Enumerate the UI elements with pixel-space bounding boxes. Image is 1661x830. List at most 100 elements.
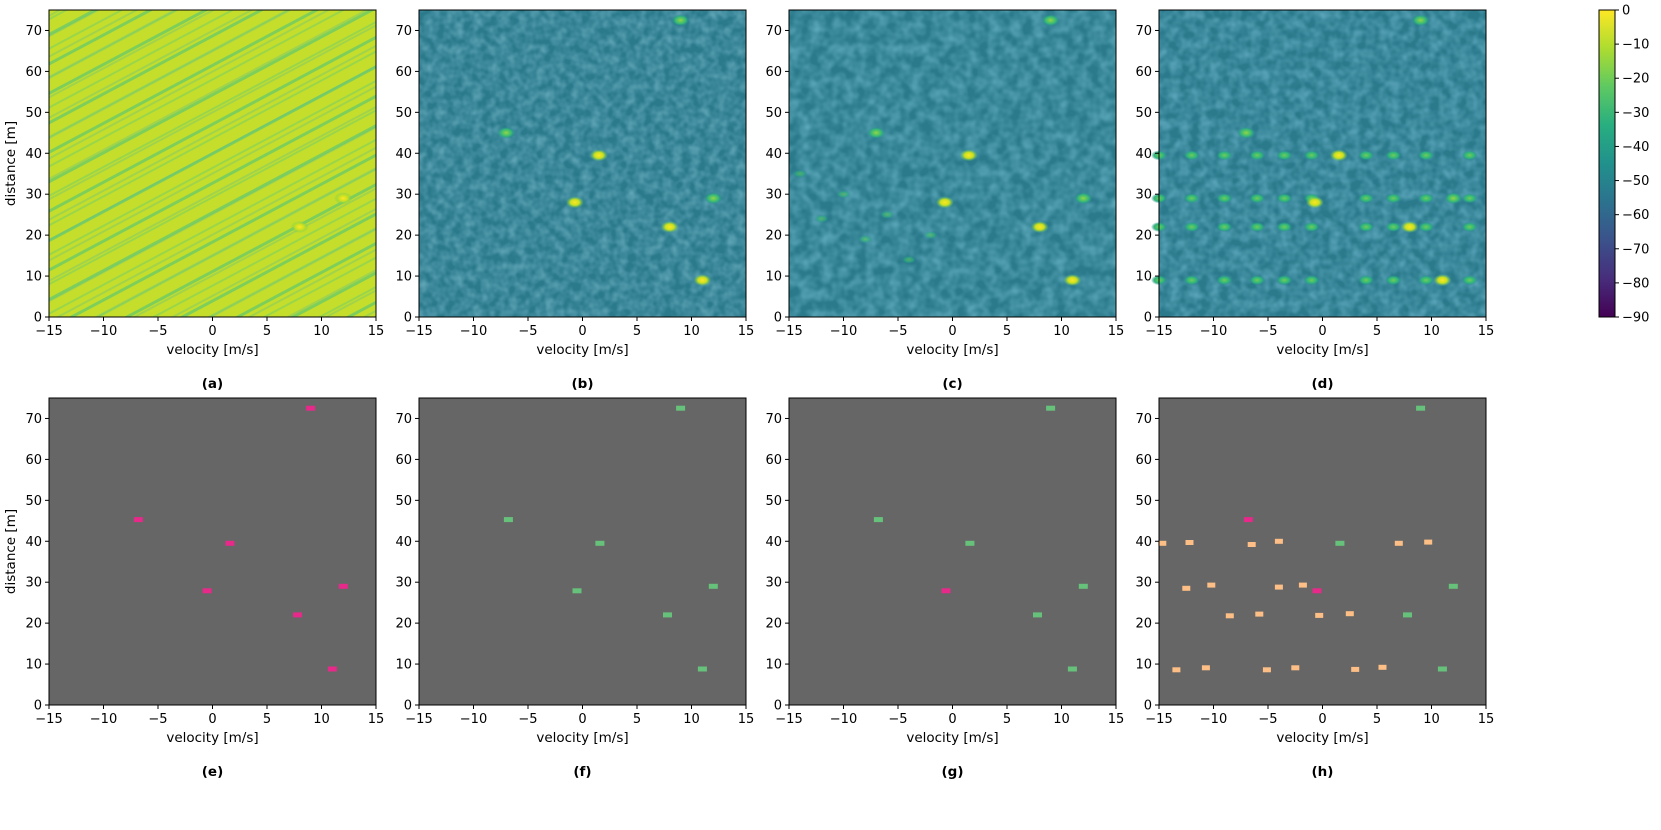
- sidelobe: [792, 169, 807, 178]
- target-peak: [334, 192, 353, 205]
- detection-cell: [1403, 612, 1412, 618]
- x-tick-label: 10: [1053, 324, 1070, 339]
- y-tick-label: 0: [404, 311, 412, 326]
- ghost-target: [1216, 193, 1233, 204]
- detection-cell: [1335, 540, 1345, 546]
- detection-cell: [1243, 517, 1253, 523]
- y-tick-label: 20: [1135, 229, 1152, 244]
- detection-cell: [503, 517, 513, 523]
- ghost-target: [1249, 150, 1266, 161]
- y-tick-label: 20: [25, 229, 42, 244]
- x-tick-label: −5: [518, 712, 537, 727]
- x-tick-label: −10: [90, 712, 117, 727]
- panel-label: (c): [942, 376, 962, 392]
- target-peak: [1237, 126, 1256, 139]
- detection-cell: [1255, 611, 1264, 617]
- colorbar-tick-label: −90: [1622, 311, 1649, 326]
- ghost-target: [1183, 193, 1200, 204]
- x-tick-label: 15: [1108, 324, 1125, 339]
- y-tick-label: 50: [765, 106, 782, 121]
- target-peak: [290, 220, 309, 233]
- x-tick-label: 10: [683, 324, 700, 339]
- x-tick-label: 15: [368, 324, 385, 339]
- target-peak: [589, 149, 608, 162]
- y-tick-label: 0: [34, 311, 42, 326]
- mask-background: [789, 398, 1116, 705]
- x-tick-label: −15: [35, 712, 62, 727]
- target-peak: [671, 14, 690, 27]
- detection-cell: [697, 666, 707, 672]
- target-peak: [1041, 14, 1060, 27]
- ghost-target: [1461, 221, 1478, 232]
- x-tick-label: 0: [948, 324, 956, 339]
- y-tick-label: 0: [1144, 699, 1152, 714]
- y-tick-label: 40: [395, 535, 412, 550]
- target-peak: [959, 149, 978, 162]
- detection-cell: [1394, 540, 1403, 546]
- ghost-target: [1418, 150, 1435, 161]
- y-tick-label: 0: [34, 699, 42, 714]
- y-tick-label: 30: [1135, 188, 1152, 203]
- y-tick-label: 50: [25, 494, 42, 509]
- panel-a: −15 −10 −5 0 5 10 15 0 10 20 30 40 50 60 70 velocity [m…: [3, 9, 385, 392]
- detection-cell: [1158, 540, 1167, 546]
- y-tick-label: 40: [765, 535, 782, 550]
- detection-cell: [1416, 405, 1426, 411]
- colorbar-frame: [1598, 9, 1616, 318]
- sidelobe: [901, 255, 916, 264]
- y-tick-label: 40: [25, 535, 42, 550]
- detection-cell: [338, 583, 348, 589]
- ghost-target: [1303, 150, 1320, 161]
- y-tick-label: 0: [1144, 311, 1152, 326]
- y-tick-label: 10: [25, 658, 42, 673]
- detection-cell: [1274, 584, 1283, 590]
- panel-e: −15 −10 −5 0 5 10 15 0 10 20 30 40 50 60 70 velocity [m…: [3, 397, 384, 780]
- y-tick-label: 70: [25, 24, 42, 39]
- ghost-target: [1418, 193, 1435, 204]
- x-tick-label: 10: [313, 324, 330, 339]
- target-peak: [1074, 192, 1093, 205]
- x-tick-label: −10: [1200, 712, 1227, 727]
- y-tick-label: 50: [1135, 494, 1152, 509]
- x-tick-label: 10: [1423, 712, 1440, 727]
- sidelobe: [814, 214, 829, 223]
- ghost-target: [1249, 221, 1266, 232]
- y-tick-label: 50: [765, 494, 782, 509]
- y-tick-label: 30: [765, 576, 782, 591]
- panel-g: −15 −10 −5 0 5 10 15 0 10 20 30 40 50 60 70 velocity [m…: [765, 397, 1124, 780]
- panel-label: (h): [1312, 764, 1334, 780]
- x-tick-label: 0: [208, 712, 216, 727]
- ghost-target: [1216, 275, 1233, 286]
- target-peak: [867, 126, 886, 139]
- x-tick-label: −5: [888, 712, 907, 727]
- detection-cell: [572, 588, 582, 594]
- ghost-target: [1385, 221, 1402, 232]
- detection-cell: [1378, 664, 1387, 670]
- x-tick-label: −15: [35, 324, 62, 339]
- x-tick-label: −10: [460, 324, 487, 339]
- y-tick-label: 40: [25, 147, 42, 162]
- y-tick-label: 30: [395, 576, 412, 591]
- x-tick-label: 15: [1478, 712, 1495, 727]
- colorbar-tick-label: −20: [1622, 72, 1649, 87]
- colorbar-tick-label: −10: [1622, 38, 1649, 53]
- detection-cell: [1448, 583, 1458, 589]
- x-tick-label: −15: [775, 324, 802, 339]
- target-peak: [1329, 149, 1348, 162]
- y-tick-label: 70: [25, 412, 42, 427]
- colorbar-tick-label: −60: [1622, 208, 1649, 223]
- x-tick-label: 0: [208, 324, 216, 339]
- y-tick-label: 10: [1135, 270, 1152, 285]
- ghost-target: [1183, 275, 1200, 286]
- y-tick-label: 60: [765, 65, 782, 80]
- y-tick-label: 30: [25, 188, 42, 203]
- y-tick-label: 60: [1135, 453, 1152, 468]
- detection-cell: [1182, 585, 1191, 591]
- detection-cell: [873, 517, 883, 523]
- target-peak: [1433, 274, 1452, 287]
- target-peak: [565, 196, 584, 209]
- ghost-target: [1385, 193, 1402, 204]
- y-tick-label: 10: [765, 658, 782, 673]
- x-tick-label: 10: [683, 712, 700, 727]
- ghost-target: [1216, 150, 1233, 161]
